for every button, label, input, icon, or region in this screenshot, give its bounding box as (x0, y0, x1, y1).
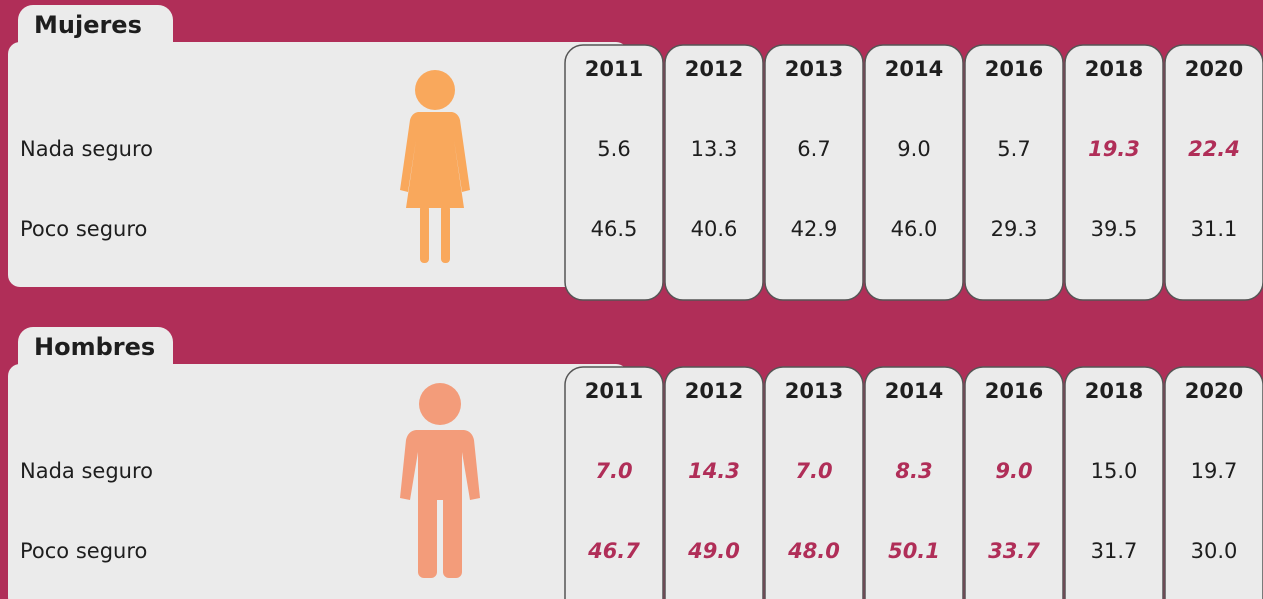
year-header: 2013 (785, 57, 843, 81)
value-cell: 33.7 (988, 539, 1040, 563)
value-cell: 9.0 (897, 137, 930, 161)
year-header: 2016 (985, 379, 1043, 403)
year-column (864, 366, 964, 599)
value-cell: 39.5 (1091, 217, 1138, 241)
panels: Mujeres Nada seguro Poco seguro 2011 5.6 46.5… (8, 5, 1263, 599)
value-cell: 29.3 (991, 217, 1038, 241)
value-cell: 8.3 (895, 459, 932, 483)
year-header: 2018 (1085, 379, 1143, 403)
year-header: 2020 (1185, 379, 1243, 403)
year-header: 2016 (985, 57, 1043, 81)
year-column (1064, 44, 1164, 301)
value-cell: 40.6 (691, 217, 738, 241)
year-header: 2013 (785, 379, 843, 403)
panel-body (8, 364, 628, 599)
value-cell: 22.4 (1188, 137, 1240, 161)
value-cell: 42.9 (791, 217, 838, 241)
year-header: 2012 (685, 379, 743, 403)
value-cell: 13.3 (691, 137, 738, 161)
man-icon (400, 383, 480, 578)
value-cell: 7.0 (595, 459, 632, 483)
year-column (1164, 366, 1263, 599)
year-column (864, 44, 964, 301)
year-column (1164, 44, 1263, 301)
panel-body (8, 42, 628, 287)
year-header: 2018 (1085, 57, 1143, 81)
panel-title: Hombres (34, 333, 155, 361)
year-column (664, 366, 764, 599)
panel: Mujeres Nada seguro Poco seguro 2011 5.6 46.5… (8, 5, 1263, 301)
value-cell: 6.7 (797, 137, 830, 161)
panel: Hombres Nada seguro Poco seguro 2011 7.0 46.7… (8, 327, 1263, 599)
year-column (764, 366, 864, 599)
value-cell: 19.3 (1088, 137, 1140, 161)
year-header: 2020 (1185, 57, 1243, 81)
value-cell: 46.5 (591, 217, 638, 241)
value-cell: 9.0 (995, 459, 1032, 483)
year-column (664, 44, 764, 301)
year-column (564, 366, 664, 599)
value-cell: 7.0 (795, 459, 832, 483)
row-label: Poco seguro (20, 539, 147, 563)
year-header: 2011 (585, 379, 643, 403)
value-cell: 46.7 (587, 539, 640, 563)
year-column (1064, 366, 1164, 599)
row-label: Nada seguro (20, 137, 153, 161)
year-column (564, 44, 664, 301)
value-cell: 15.0 (1091, 459, 1138, 483)
year-header: 2011 (585, 57, 643, 81)
icons (400, 70, 480, 578)
year-header: 2012 (685, 57, 743, 81)
value-cell: 5.6 (597, 137, 630, 161)
woman-icon (400, 70, 470, 263)
panel-title: Mujeres (34, 11, 142, 39)
value-cell: 30.0 (1191, 539, 1238, 563)
value-cell: 50.1 (888, 539, 940, 563)
row-label: Nada seguro (20, 459, 153, 483)
value-cell: 49.0 (687, 539, 740, 563)
value-cell: 31.7 (1091, 539, 1138, 563)
value-cell: 46.0 (891, 217, 938, 241)
value-cell: 5.7 (997, 137, 1030, 161)
year-column (764, 44, 864, 301)
year-column (964, 366, 1064, 599)
year-header: 2014 (885, 379, 943, 403)
year-column (964, 44, 1064, 301)
value-cell: 19.7 (1191, 459, 1238, 483)
value-cell: 31.1 (1191, 217, 1238, 241)
value-cell: 48.0 (787, 539, 840, 563)
value-cell: 14.3 (688, 459, 740, 483)
row-label: Poco seguro (20, 217, 147, 241)
year-header: 2014 (885, 57, 943, 81)
